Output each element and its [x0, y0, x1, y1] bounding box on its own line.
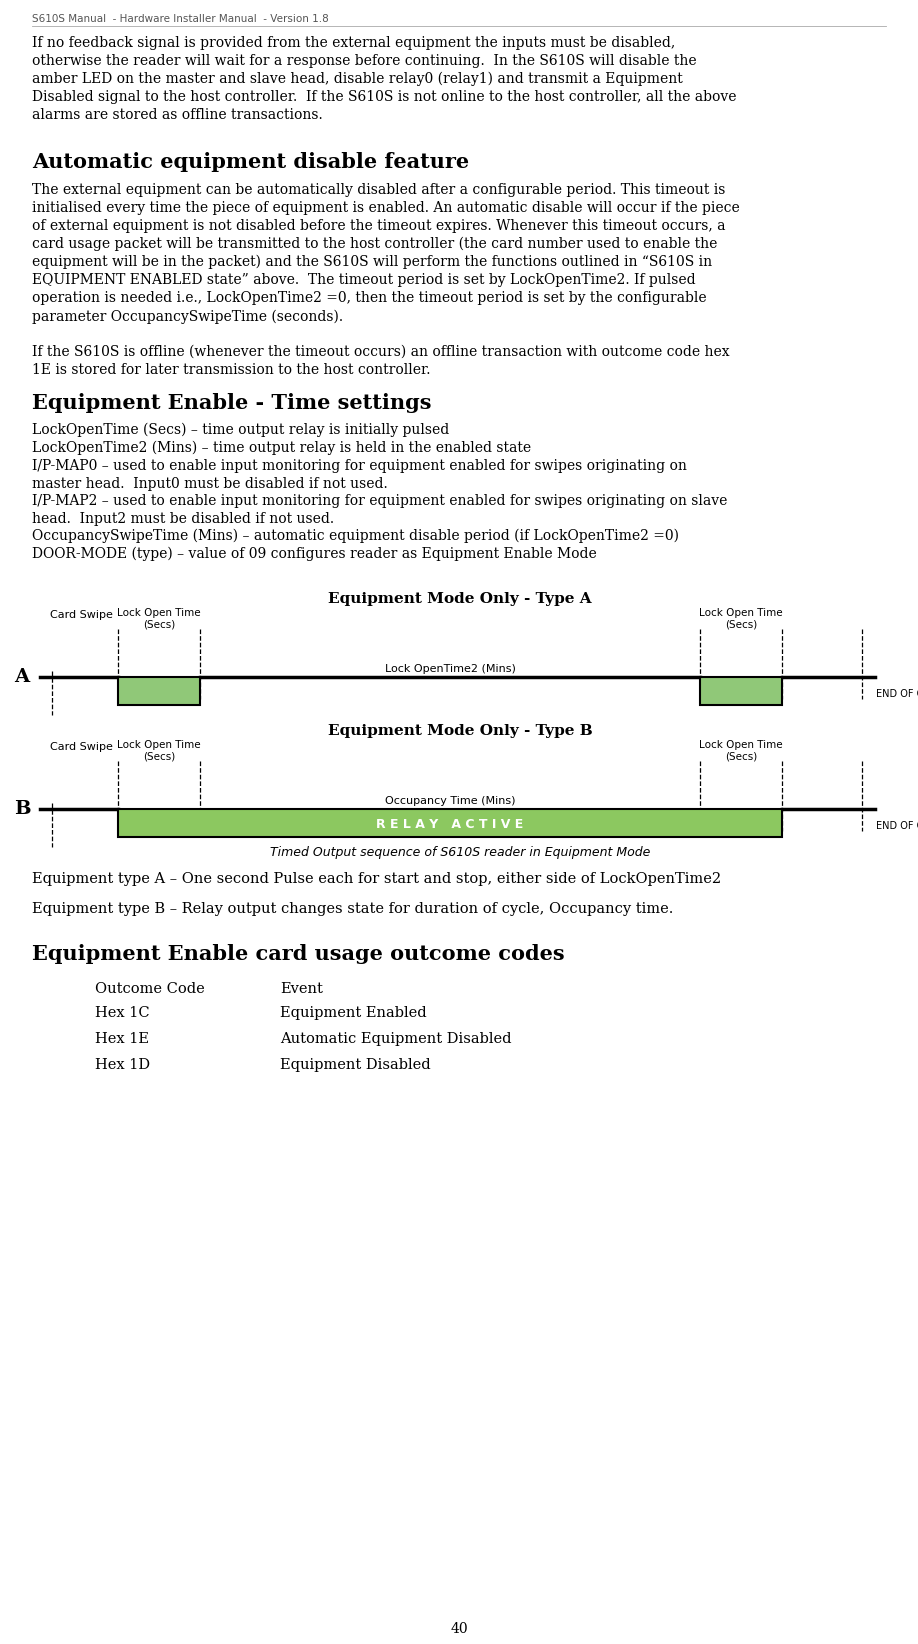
- Text: Automatic Equipment Disabled: Automatic Equipment Disabled: [280, 1032, 511, 1046]
- Text: Equipment Enable - Time settings: Equipment Enable - Time settings: [32, 393, 431, 413]
- Text: Lock Open Time
(Secs): Lock Open Time (Secs): [700, 608, 783, 630]
- Text: Equipment Mode Only - Type B: Equipment Mode Only - Type B: [328, 723, 592, 738]
- Text: Outcome Code: Outcome Code: [95, 981, 205, 996]
- Text: I/P-MAP2 – used to enable input monitoring for equipment enabled for swipes orig: I/P-MAP2 – used to enable input monitori…: [32, 493, 727, 526]
- Text: Hex 1D: Hex 1D: [95, 1059, 151, 1072]
- Text: END OF CYCLE: END OF CYCLE: [876, 689, 918, 699]
- Text: B: B: [14, 801, 30, 819]
- Bar: [700, 677, 782, 705]
- Text: Event: Event: [280, 981, 323, 996]
- Text: If no feedback signal is provided from the external equipment the inputs must be: If no feedback signal is provided from t…: [32, 36, 736, 122]
- Text: S610S Manual  - Hardware Installer Manual  - Version 1.8: S610S Manual - Hardware Installer Manual…: [32, 15, 329, 25]
- Text: Hex 1E: Hex 1E: [95, 1032, 149, 1046]
- Text: Lock Open Time
(Secs): Lock Open Time (Secs): [118, 608, 201, 630]
- Text: END OF CYCLE: END OF CYCLE: [876, 820, 918, 830]
- Text: OccupancySwipeTime (Mins) – automatic equipment disable period (if LockOpenTime2: OccupancySwipeTime (Mins) – automatic eq…: [32, 529, 679, 544]
- Text: Equipment Enable card usage outcome codes: Equipment Enable card usage outcome code…: [32, 944, 565, 963]
- Text: Timed Output sequence of S610S reader in Equipment Mode: Timed Output sequence of S610S reader in…: [270, 847, 650, 860]
- Text: LockOpenTime (Secs) – time output relay is initially pulsed: LockOpenTime (Secs) – time output relay …: [32, 423, 449, 437]
- Text: If the S610S is offline (whenever the timeout occurs) an offline transaction wit: If the S610S is offline (whenever the ti…: [32, 345, 730, 376]
- Text: Lock OpenTime2 (Mins): Lock OpenTime2 (Mins): [385, 664, 515, 674]
- Bar: [118, 677, 200, 705]
- Text: Lock Open Time
(Secs): Lock Open Time (Secs): [118, 740, 201, 761]
- Text: Automatic equipment disable feature: Automatic equipment disable feature: [32, 151, 469, 173]
- Text: Equipment Disabled: Equipment Disabled: [280, 1059, 431, 1072]
- Text: Hex 1C: Hex 1C: [95, 1006, 150, 1019]
- Text: Equipment type A – One second Pulse each for start and stop, either side of Lock: Equipment type A – One second Pulse each…: [32, 871, 722, 886]
- Text: A: A: [15, 667, 29, 686]
- Text: I/P-MAP0 – used to enable input monitoring for equipment enabled for swipes orig: I/P-MAP0 – used to enable input monitori…: [32, 459, 687, 492]
- Text: Occupancy Time (Mins): Occupancy Time (Mins): [385, 796, 515, 806]
- Text: Lock Open Time
(Secs): Lock Open Time (Secs): [700, 740, 783, 761]
- Text: Equipment Mode Only - Type A: Equipment Mode Only - Type A: [329, 592, 592, 607]
- Bar: [118, 809, 782, 837]
- Text: Equipment Enabled: Equipment Enabled: [280, 1006, 427, 1019]
- Text: Card Swipe: Card Swipe: [50, 741, 113, 751]
- Text: The external equipment can be automatically disabled after a configurable period: The external equipment can be automatica…: [32, 182, 740, 324]
- Text: Equipment type B – Relay output changes state for duration of cycle, Occupancy t: Equipment type B – Relay output changes …: [32, 903, 674, 916]
- Text: DOOR-MODE (type) – value of 09 configures reader as Equipment Enable Mode: DOOR-MODE (type) – value of 09 configure…: [32, 547, 597, 561]
- Text: Card Swipe: Card Swipe: [50, 610, 113, 620]
- Text: LockOpenTime2 (Mins) – time output relay is held in the enabled state: LockOpenTime2 (Mins) – time output relay…: [32, 441, 532, 455]
- Text: 40: 40: [450, 1623, 468, 1636]
- Text: R E L A Y   A C T I V E: R E L A Y A C T I V E: [376, 817, 523, 830]
